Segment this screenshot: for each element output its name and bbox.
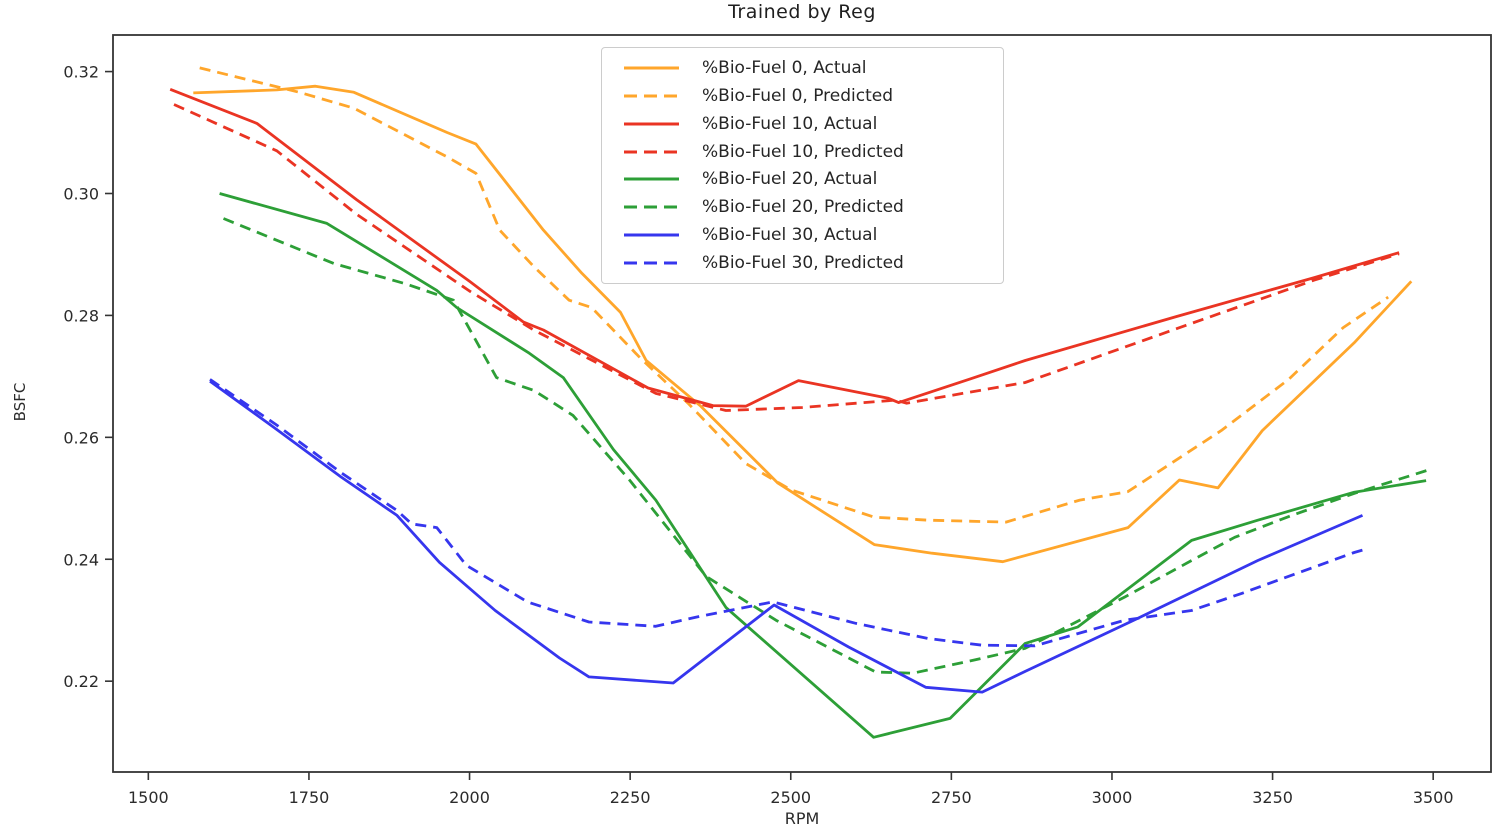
plot-border [112, 34, 1492, 773]
legend-item-bio-fuel-20-actual: %Bio-Fuel 20, Actual [623, 166, 1003, 192]
legend-line-sample-solid-icon [624, 177, 679, 181]
x-tick-label: 1750 [289, 788, 330, 807]
x-tick-label: 3000 [1092, 788, 1133, 807]
line-bio-fuel-30-predicted [209, 378, 1363, 648]
y-tick-label: 0.24 [63, 550, 99, 569]
legend-label: %Bio-Fuel 20, Predicted [702, 197, 904, 218]
x-tick-label: 3500 [1413, 788, 1454, 807]
legend-label: %Bio-Fuel 0, Actual [702, 57, 867, 78]
legend-line-sample-dashed-icon [624, 261, 679, 265]
legend-item-bio-fuel-0-predicted: %Bio-Fuel 0, Predicted [623, 83, 1003, 109]
y-tick-label: 0.26 [63, 428, 99, 447]
line-bio-fuel-0-actual [193, 84, 1413, 564]
x-tick-label: 2000 [449, 788, 490, 807]
legend-item-bio-fuel-30-predicted: %Bio-Fuel 30, Predicted [623, 250, 1003, 276]
x-axis-label: RPM [784, 809, 820, 828]
x-tick-label: 2500 [770, 788, 811, 807]
x-tick-label: 1500 [128, 788, 169, 807]
legend-label: %Bio-Fuel 10, Predicted [702, 141, 904, 162]
line-bio-fuel-10-predicted [173, 103, 1400, 412]
legend-item-bio-fuel-30-actual: %Bio-Fuel 30, Actual [623, 222, 1003, 248]
x-tick-label: 2750 [931, 788, 972, 807]
legend-label: %Bio-Fuel 20, Actual [702, 169, 878, 190]
chart-title: Trained by Reg [728, 1, 876, 23]
legend-line-sample-solid-icon [624, 66, 679, 70]
y-tick-label: 0.28 [63, 306, 99, 325]
x-tick-label: 2250 [610, 788, 651, 807]
legend-line-sample-dashed-icon [624, 205, 679, 209]
legend-label: %Bio-Fuel 10, Actual [702, 113, 878, 134]
legend-line-sample-solid-icon [624, 233, 679, 237]
legend-label: %Bio-Fuel 0, Predicted [702, 85, 894, 106]
y-tick-label: 0.30 [63, 184, 99, 203]
line-bio-fuel-20-actual [219, 192, 1427, 739]
legend-label: %Bio-Fuel 30, Predicted [702, 253, 904, 274]
legend: %Bio-Fuel 0, Actual %Bio-Fuel 0, Predicte… [601, 47, 1004, 284]
legend-line-sample-dashed-icon [624, 150, 679, 154]
x-tick-label: 3250 [1252, 788, 1293, 807]
legend-item-bio-fuel-0-actual: %Bio-Fuel 0, Actual [623, 55, 1003, 81]
legend-item-bio-fuel-20-predicted: %Bio-Fuel 20, Predicted [623, 194, 1003, 220]
y-tick-label: 0.32 [63, 63, 99, 82]
line-bio-fuel-10-actual [169, 87, 1400, 408]
legend-line-sample-dashed-icon [624, 94, 679, 98]
legend-item-bio-fuel-10-predicted: %Bio-Fuel 10, Predicted [623, 139, 1003, 165]
legend-item-bio-fuel-10-actual: %Bio-Fuel 10, Actual [623, 111, 1003, 137]
legend-line-sample-solid-icon [624, 122, 679, 126]
line-bio-fuel-20-predicted [222, 217, 1428, 675]
y-tick-label: 0.22 [63, 672, 99, 691]
legend-label: %Bio-Fuel 30, Actual [702, 225, 878, 246]
line-bio-fuel-30-actual [209, 380, 1364, 694]
